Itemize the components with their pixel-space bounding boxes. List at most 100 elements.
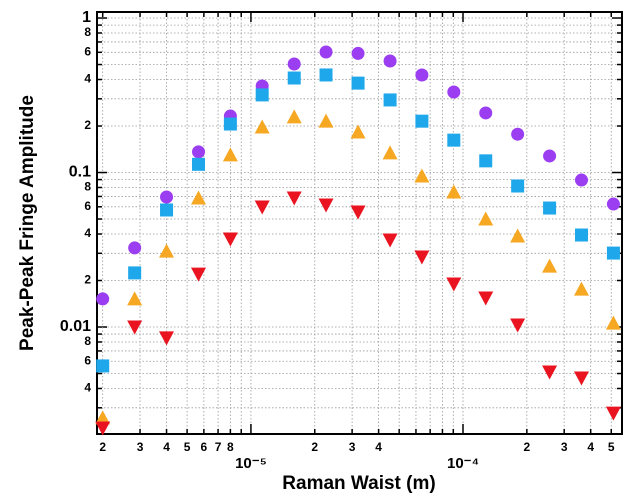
point (605, 315, 621, 330)
point (95, 421, 111, 436)
x-axis-title: Raman Waist (m) (282, 473, 435, 494)
point (191, 267, 207, 282)
point (96, 359, 110, 373)
point (350, 205, 366, 220)
y-tick-label: 4 (84, 226, 91, 240)
point (254, 119, 270, 134)
x-tick-label: 3 (137, 440, 144, 454)
point (222, 147, 238, 162)
y-tick-label: 0.01 (60, 318, 91, 335)
point (415, 68, 429, 82)
point (478, 211, 494, 226)
point (383, 54, 397, 68)
y-tick-label: 0.1 (69, 164, 91, 181)
point (414, 168, 430, 183)
point (415, 114, 429, 128)
x-tick-label: 4 (587, 440, 594, 454)
point (447, 133, 461, 147)
point (287, 71, 301, 85)
point (543, 201, 557, 215)
y-tick-label: 6 (84, 199, 91, 213)
point (510, 318, 526, 333)
point (96, 292, 110, 306)
point (128, 266, 142, 280)
x-tick-label: 6 (201, 440, 208, 454)
y-tick-label: 8 (84, 180, 91, 194)
point (286, 109, 302, 124)
point (319, 45, 333, 59)
point (192, 157, 206, 171)
point (222, 232, 238, 247)
point (574, 173, 588, 187)
point (350, 124, 366, 139)
point (511, 179, 525, 193)
point (127, 291, 143, 306)
x-tick-label: 5 (608, 440, 615, 454)
point (543, 149, 557, 163)
point (542, 258, 558, 273)
point (319, 68, 333, 82)
y-tick-label: 6 (84, 44, 91, 58)
x-tick-label: 10⁻⁵ (235, 455, 267, 472)
point (255, 88, 269, 102)
point (542, 365, 558, 380)
y-axis-title: Peak-Peak Fringe Amplitude (17, 95, 38, 351)
point (95, 410, 111, 425)
point (511, 127, 525, 141)
x-tick-label: 3 (561, 440, 568, 454)
point (479, 154, 493, 168)
point (574, 228, 588, 242)
point (286, 191, 302, 206)
point (192, 145, 206, 159)
point (446, 184, 462, 199)
point (160, 190, 174, 204)
point (573, 371, 589, 386)
point (606, 197, 620, 211)
y-tick-label: 8 (84, 25, 91, 39)
point (127, 320, 143, 335)
x-tick-label: 8 (227, 440, 234, 454)
x-tick-label: 3 (349, 440, 356, 454)
y-tick-label: 2 (84, 118, 91, 132)
point (223, 117, 237, 131)
y-tick-label: 2 (84, 273, 91, 287)
x-tick-label: 2 (99, 440, 106, 454)
point (382, 233, 398, 248)
point (447, 85, 461, 99)
point (128, 241, 142, 255)
y-tick-label: 4 (84, 381, 91, 395)
point (382, 145, 398, 160)
y-tick-label: 6 (84, 353, 91, 367)
x-tick-label: 7 (215, 440, 222, 454)
point (318, 198, 334, 213)
point (414, 250, 430, 265)
x-tick-label: 4 (163, 440, 170, 454)
point (159, 243, 175, 258)
x-tick-label: 2 (311, 440, 318, 454)
x-tick-label: 2 (523, 440, 530, 454)
point (159, 331, 175, 346)
point (605, 406, 621, 421)
point (191, 190, 207, 205)
point (160, 203, 174, 217)
point (287, 57, 301, 71)
point (383, 93, 397, 107)
y-tick-label: 4 (84, 72, 91, 86)
point (318, 113, 334, 128)
x-tick-label: 5 (184, 440, 191, 454)
point (606, 246, 620, 260)
point (446, 277, 462, 292)
point (254, 200, 270, 215)
point (510, 228, 526, 243)
y-tick-label: 8 (84, 334, 91, 348)
point (573, 281, 589, 296)
point (478, 291, 494, 306)
point (351, 46, 365, 60)
point (479, 106, 493, 120)
y-tick-label: 1 (82, 9, 91, 26)
point (351, 76, 365, 90)
plot-frame (96, 11, 623, 435)
x-tick-label: 10⁻⁴ (447, 455, 479, 472)
x-tick-label: 4 (375, 440, 382, 454)
